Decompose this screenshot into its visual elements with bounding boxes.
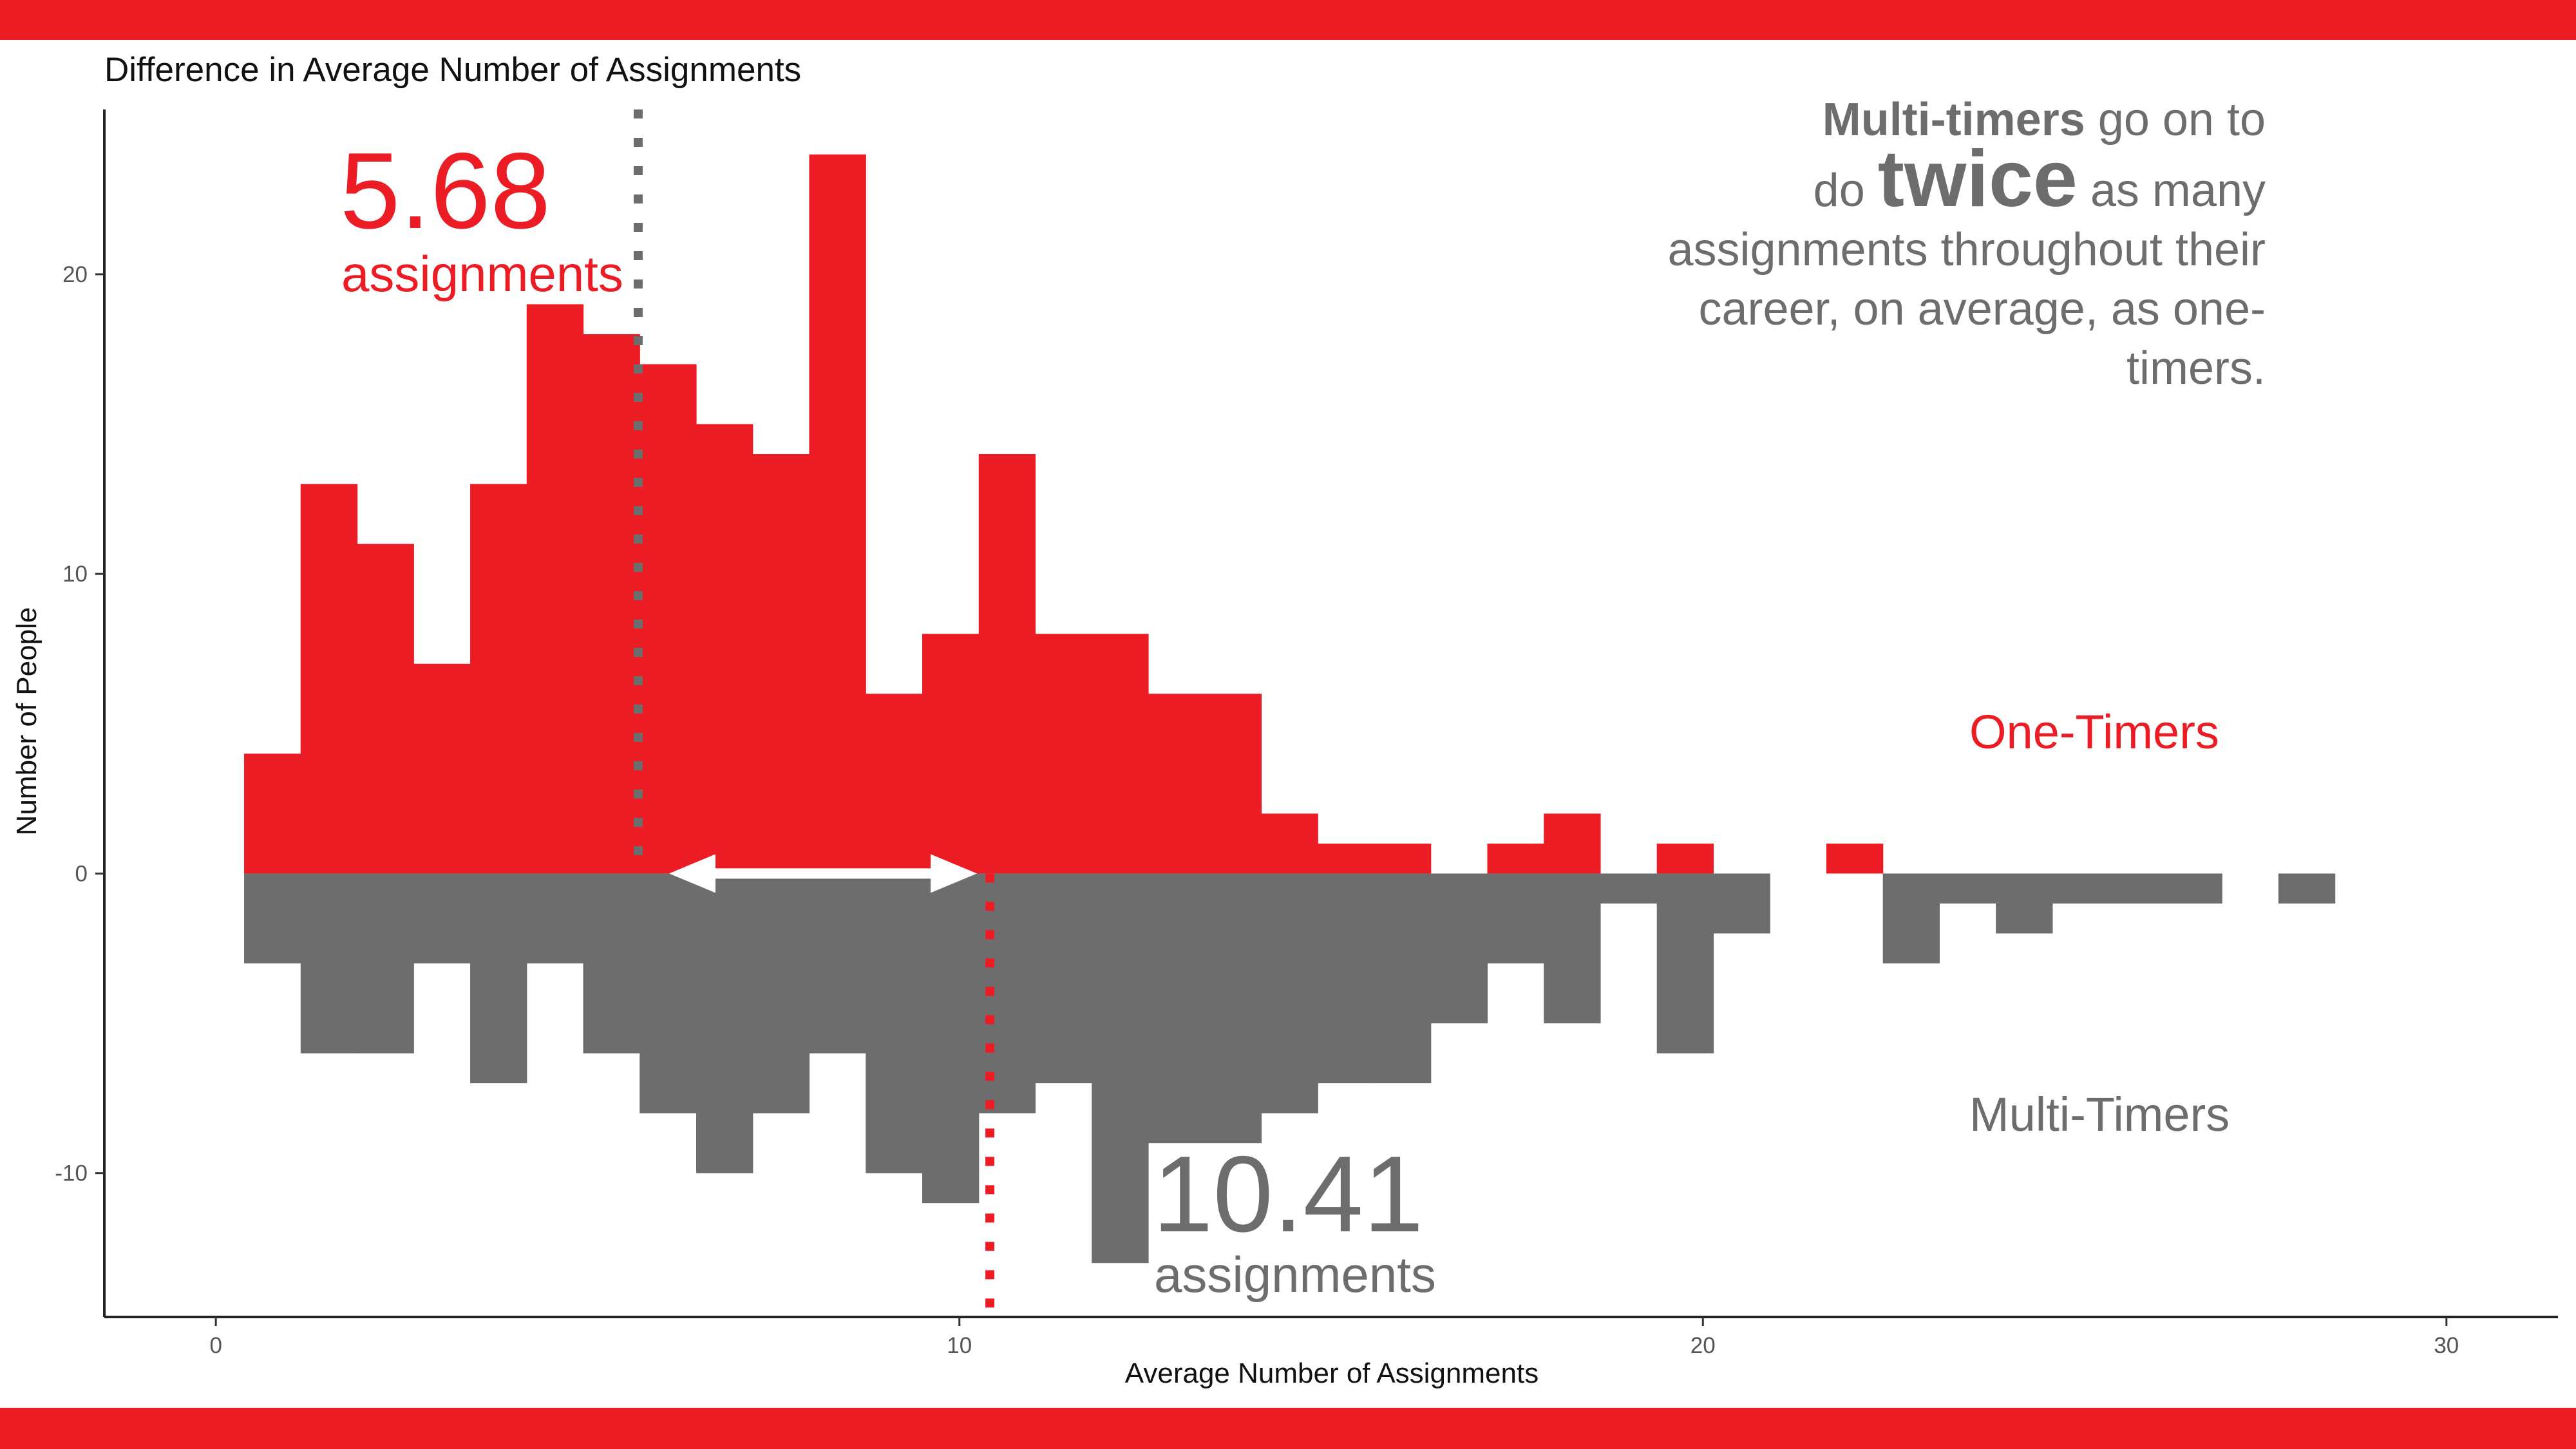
multi-timers-bar-30 <box>1939 873 1996 904</box>
one-timers-bar-20 <box>1374 843 1432 874</box>
multi-timers-bar-31 <box>1996 873 2053 934</box>
multi-timers-bar-14 <box>1035 873 1092 1084</box>
x-tick-label: 30 <box>2434 1333 2459 1358</box>
multi-timers-mean-value: 10.41 <box>1153 1133 1424 1255</box>
multi-timers-bar-0 <box>244 873 301 963</box>
note-emph: twice <box>1877 135 2078 223</box>
insight-note: Multi-timers go on to do twice as many a… <box>1622 90 2266 398</box>
bottom-banner <box>0 1408 2576 1449</box>
multi-timers-bar-8 <box>696 873 753 1173</box>
arrow-head-left <box>668 854 715 893</box>
one-timers-bar-8 <box>696 424 753 874</box>
multi-timers-bar-15 <box>1092 873 1149 1264</box>
multi-timers-bar-36 <box>2278 873 2336 904</box>
one-timers-mean-unit: assignments <box>341 245 623 302</box>
note-part1: go on to <box>2085 94 2266 146</box>
x-tick-label: 20 <box>1690 1333 1716 1358</box>
y-tick-label: 10 <box>62 562 88 587</box>
multi-timers-bar-22 <box>1487 873 1544 963</box>
multi-timers-bar-23 <box>1544 873 1601 1024</box>
multi-timers-bar-1 <box>300 873 358 1054</box>
chart-title: Difference in Average Number of Assignme… <box>104 51 802 89</box>
multi-timers-bar-5 <box>526 873 584 963</box>
note-part3: as many assignments throughout their car… <box>1667 165 2266 394</box>
multi-timers-bar-25 <box>1656 873 1714 1054</box>
one-timers-bar-3 <box>413 663 471 874</box>
one-timers-bar-1 <box>300 484 358 874</box>
multi-timers-bar-33 <box>2108 873 2166 904</box>
y-tick-label: 0 <box>75 861 88 886</box>
multi-timers-bar-10 <box>809 873 866 1054</box>
y-tick-label: -10 <box>55 1161 88 1186</box>
multi-timers-bar-11 <box>866 873 923 1173</box>
multi-timers-bar-26 <box>1713 873 1770 934</box>
multi-timers-bar-17 <box>1204 873 1262 1144</box>
one-timers-bar-22 <box>1487 843 1544 874</box>
one-timers-label: One-Timers <box>1969 705 2219 759</box>
multi-timers-bar-9 <box>752 873 810 1113</box>
one-timers-bar-10 <box>809 154 866 874</box>
one-timers-bar-5 <box>526 304 584 874</box>
x-tick-label: 0 <box>209 1333 222 1358</box>
top-banner <box>0 0 2576 40</box>
multi-timers-bar-34 <box>2165 873 2222 904</box>
multi-timers-bar-20 <box>1374 873 1432 1084</box>
one-timers-bar-25 <box>1656 843 1714 874</box>
multi-timers-bar-21 <box>1430 873 1488 1024</box>
note-strong: Multi-timers <box>1822 94 2085 146</box>
one-timers-bars <box>244 154 1884 874</box>
one-timers-bar-9 <box>752 454 810 874</box>
x-axis-label: Average Number of Assignments <box>1124 1358 1539 1389</box>
one-timers-bar-2 <box>357 544 414 874</box>
arrow-head-right <box>931 854 978 893</box>
y-tick-label: 20 <box>62 262 88 287</box>
one-timers-bar-28 <box>1826 843 1884 874</box>
one-timers-bar-23 <box>1544 813 1601 874</box>
multi-timers-bar-6 <box>583 873 640 1054</box>
multi-timers-bar-2 <box>357 873 414 1054</box>
note-part2: do <box>1813 165 1878 216</box>
one-timers-bar-12 <box>922 634 980 874</box>
one-timers-bar-17 <box>1204 694 1262 874</box>
one-timers-mean-value: 5.68 <box>340 130 551 251</box>
one-timers-bar-16 <box>1148 694 1206 874</box>
multi-timers-mean-unit: assignments <box>1154 1246 1436 1303</box>
x-tick-label: 10 <box>947 1333 972 1358</box>
multi-timers-label: Multi-Timers <box>1969 1088 2230 1141</box>
multi-timers-bar-4 <box>470 873 527 1084</box>
one-timers-bar-18 <box>1261 813 1318 874</box>
multi-timers-bar-24 <box>1600 873 1658 904</box>
reference-lines <box>633 109 995 1317</box>
one-timers-bar-15 <box>1092 634 1149 874</box>
multi-timers-bar-32 <box>2052 873 2110 904</box>
y-axis-label: Number of People <box>11 607 43 836</box>
multi-timers-bar-12 <box>922 873 980 1204</box>
multi-timers-bar-3 <box>413 873 471 963</box>
one-timers-bar-14 <box>1035 634 1092 874</box>
one-timers-bar-4 <box>470 484 527 874</box>
multi-timers-bar-29 <box>1882 873 1940 963</box>
multi-timers-bar-19 <box>1318 873 1375 1084</box>
one-timers-bar-0 <box>244 753 301 874</box>
one-timers-bar-19 <box>1318 843 1375 874</box>
one-timers-bar-6 <box>583 334 640 874</box>
axes: -10 0 10 20 0 10 20 30 <box>55 109 2558 1358</box>
multi-timers-bars <box>244 873 2336 1264</box>
one-timers-bar-7 <box>639 364 697 874</box>
one-timers-bar-13 <box>978 454 1036 874</box>
difference-arrow <box>668 854 978 893</box>
multi-timers-bar-18 <box>1261 873 1318 1113</box>
multi-timers-bar-16 <box>1148 873 1206 1144</box>
one-timers-bar-11 <box>866 694 923 874</box>
multi-timers-bar-7 <box>639 873 697 1113</box>
